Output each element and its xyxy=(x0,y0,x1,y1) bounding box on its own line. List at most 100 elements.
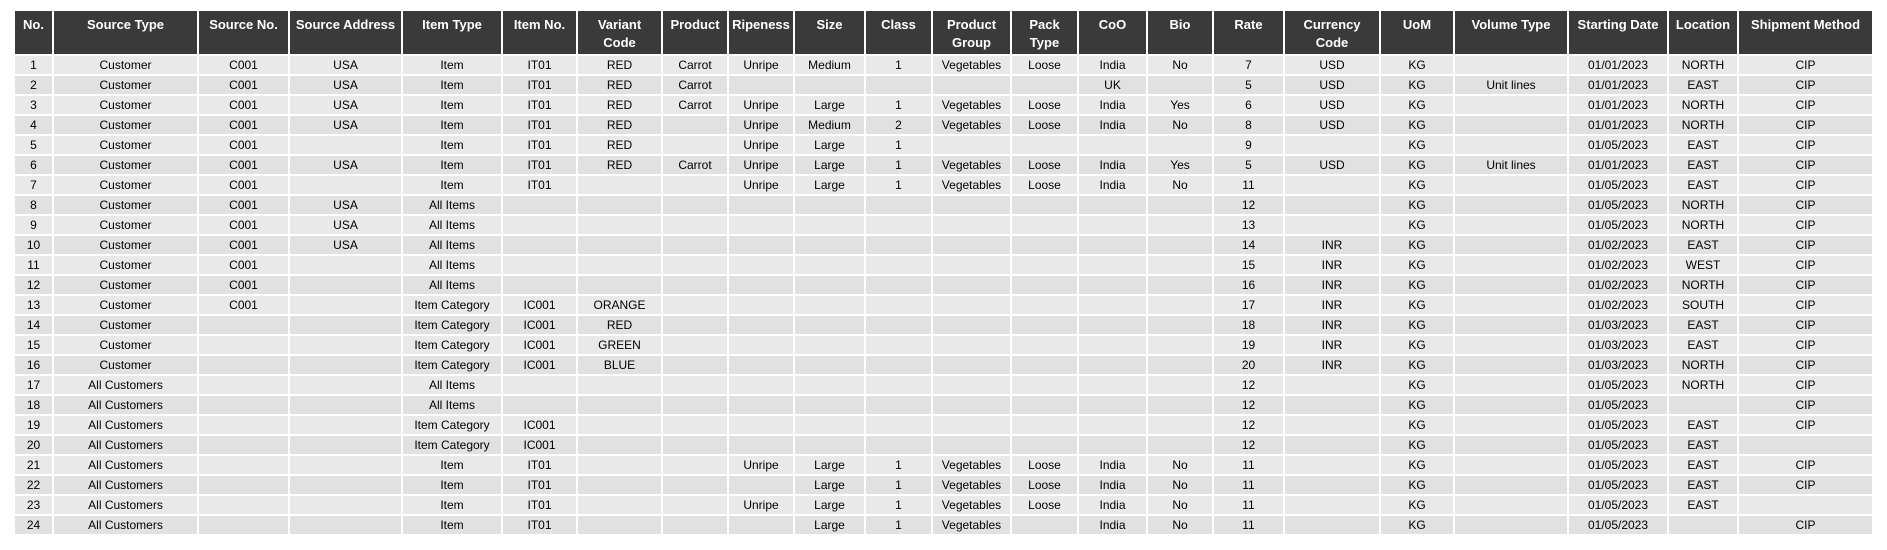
table-cell: USA xyxy=(288,54,403,77)
column-header: Location xyxy=(1667,8,1739,57)
table-cell: 11 xyxy=(1212,454,1285,477)
table-cell xyxy=(288,274,403,297)
table-cell: CIP xyxy=(1737,254,1874,277)
table-cell xyxy=(288,494,403,517)
table-cell: USA xyxy=(288,214,403,237)
table-cell: CIP xyxy=(1737,234,1874,257)
column-header: Source Type xyxy=(52,8,199,57)
table-cell: USD xyxy=(1283,74,1381,97)
table-cell xyxy=(288,414,403,437)
table-row: 11 Customer C001 All Items 15 INR KG 01/02/2023… xyxy=(13,254,1874,277)
table-cell xyxy=(501,254,578,277)
table-cell: Medium xyxy=(793,54,866,77)
table-cell xyxy=(1453,394,1569,417)
table-cell: IT01 xyxy=(501,54,578,77)
table-cell xyxy=(576,514,663,537)
table-cell: NORTH xyxy=(1667,194,1739,217)
table-cell xyxy=(1010,214,1079,237)
column-header: Item No. xyxy=(501,8,578,57)
table-cell: Unripe xyxy=(727,154,795,177)
table-cell: No xyxy=(1146,514,1214,537)
table-cell xyxy=(1077,354,1148,377)
table-cell: 6 xyxy=(13,154,54,177)
table-cell xyxy=(931,74,1012,97)
table-cell: CIP xyxy=(1737,474,1874,497)
table-cell: Carrot xyxy=(661,54,729,77)
table-cell: 20 xyxy=(1212,354,1285,377)
table-cell xyxy=(576,434,663,457)
table-cell: EAST xyxy=(1667,174,1739,197)
table-cell: INR xyxy=(1283,354,1381,377)
table-cell: 01/05/2023 xyxy=(1567,514,1669,537)
table-cell xyxy=(864,394,933,417)
table-header: No. Source Type Source No. Source Address It… xyxy=(13,8,1874,57)
table-cell: USA xyxy=(288,94,403,117)
table-cell: All Customers xyxy=(52,434,199,457)
table-cell xyxy=(576,194,663,217)
table-cell: Unit lines xyxy=(1453,154,1569,177)
table-cell: CIP xyxy=(1737,214,1874,237)
table-cell xyxy=(1077,374,1148,397)
table-cell xyxy=(501,234,578,257)
table-cell xyxy=(576,454,663,477)
table-cell xyxy=(931,354,1012,377)
table-cell: No xyxy=(1146,54,1214,77)
table-cell: All Items xyxy=(401,394,503,417)
table-cell: 19 xyxy=(13,414,54,437)
table-cell xyxy=(1453,474,1569,497)
table-cell: 01/01/2023 xyxy=(1567,114,1669,137)
table-cell xyxy=(727,234,795,257)
table-cell xyxy=(501,194,578,217)
table-cell: 16 xyxy=(1212,274,1285,297)
table-cell: KG xyxy=(1379,134,1455,157)
table-cell: UK xyxy=(1077,74,1148,97)
table-row: 6 Customer C001 USA Item IT01 RED Carrot Unripe L… xyxy=(13,154,1874,177)
table-cell xyxy=(1146,294,1214,317)
table-cell: USD xyxy=(1283,54,1381,77)
table-cell xyxy=(661,274,729,297)
table-cell: 01/03/2023 xyxy=(1567,354,1669,377)
table-cell: INR xyxy=(1283,274,1381,297)
table-cell xyxy=(1453,494,1569,517)
table-cell: Yes xyxy=(1146,94,1214,117)
table-cell xyxy=(1453,274,1569,297)
table-cell: India xyxy=(1077,114,1148,137)
table-cell xyxy=(1146,434,1214,457)
table-cell xyxy=(931,334,1012,357)
table-cell: 01/03/2023 xyxy=(1567,314,1669,337)
table-cell xyxy=(1453,174,1569,197)
table-cell: 19 xyxy=(1212,334,1285,357)
table-cell xyxy=(1283,454,1381,477)
table-cell: IC001 xyxy=(501,334,578,357)
table-row: 9 Customer C001 USA All Items 13 KG 01/05/2023 N… xyxy=(13,214,1874,237)
table-cell: Customer xyxy=(52,234,199,257)
table-cell xyxy=(576,414,663,437)
table-cell: India xyxy=(1077,54,1148,77)
column-header: Currency Code xyxy=(1283,8,1381,57)
table-cell: 01/05/2023 xyxy=(1567,374,1669,397)
table-cell xyxy=(793,74,866,97)
table-cell: 24 xyxy=(13,514,54,537)
table-cell xyxy=(661,254,729,277)
table-cell: Vegetables xyxy=(931,494,1012,517)
table-cell: 11 xyxy=(1212,474,1285,497)
table-cell: USA xyxy=(288,74,403,97)
column-header: Variant Code xyxy=(576,8,663,57)
table-cell: 13 xyxy=(1212,214,1285,237)
table-cell: Item Category xyxy=(401,314,503,337)
table-cell xyxy=(793,434,866,457)
table-cell: Loose xyxy=(1010,474,1079,497)
table-cell: 12 xyxy=(1212,434,1285,457)
table-cell: C001 xyxy=(197,54,290,77)
table-cell xyxy=(1010,374,1079,397)
table-row: 20 All Customers Item Category IC001 12 KG 01/… xyxy=(13,434,1874,457)
table-cell xyxy=(931,394,1012,417)
table-cell xyxy=(727,514,795,537)
table-row: 18 All Customers All Items 12 KG 01/05/2023 CI… xyxy=(13,394,1874,417)
table-row: 23 All Customers Item IT01 Unripe Large 1 Veget… xyxy=(13,494,1874,517)
table-cell: 7 xyxy=(13,174,54,197)
table-cell xyxy=(1283,214,1381,237)
table-cell xyxy=(576,254,663,277)
table-cell: NORTH xyxy=(1667,354,1739,377)
table-cell: Customer xyxy=(52,154,199,177)
